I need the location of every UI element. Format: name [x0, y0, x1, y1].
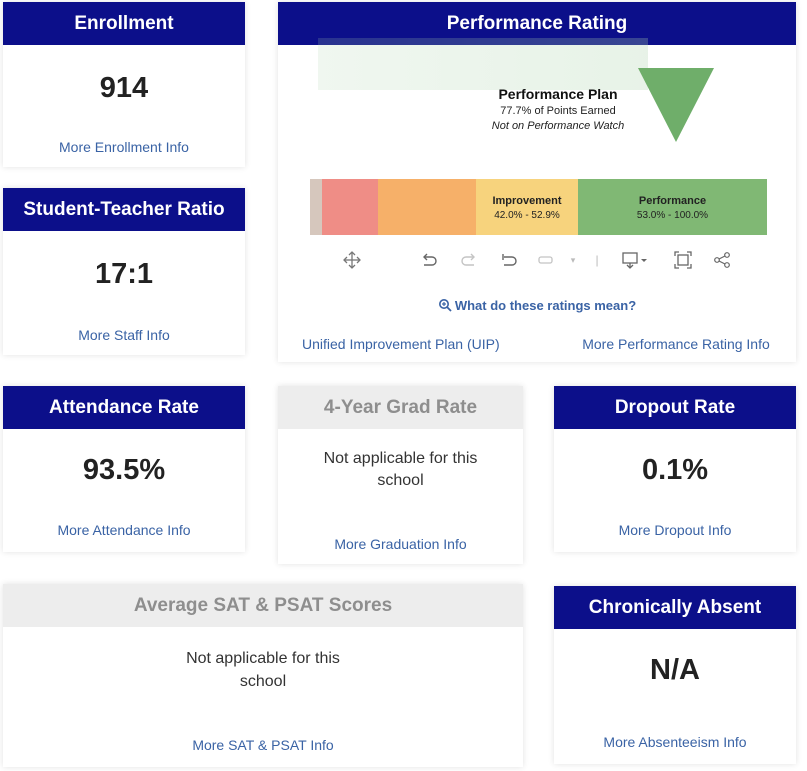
ratings-meaning-text: What do these ratings mean?	[454, 298, 637, 313]
performance-marker-icon	[638, 68, 714, 142]
sat-scores-header: Average SAT & PSAT Scores	[3, 584, 523, 627]
sat-scores-card: Average SAT & PSAT Scores Not applicable…	[3, 584, 523, 767]
move-icon[interactable]	[341, 249, 363, 271]
zoom-icon	[438, 298, 452, 315]
enrollment-card: Enrollment 914 More Enrollment Info	[3, 2, 245, 167]
undo-icon[interactable]	[418, 249, 440, 271]
more-performance-rating-info-link[interactable]: More Performance Rating Info	[582, 336, 770, 352]
grad-rate-header: 4-Year Grad Rate	[278, 386, 523, 429]
attendance-rate-value: 93.5%	[82, 454, 166, 486]
performance-range: 53.0% - 100.0%	[636, 210, 709, 221]
rating-segment-turnaround	[322, 179, 378, 235]
performance-rating-header: Performance Rating	[278, 2, 796, 45]
grad-rate-card: 4-Year Grad Rate Not applicable for this…	[278, 386, 523, 564]
improvement-range: 42.0% - 52.9%	[494, 210, 560, 221]
rating-segment-improvement: Improvement 42.0% - 52.9%	[476, 179, 578, 235]
attendance-rate-card: Attendance Rate 93.5% More Attendance In…	[3, 386, 245, 552]
performance-plan-banner	[318, 38, 648, 90]
performance-label: Performance	[638, 195, 707, 207]
sat-na-line1: Not applicable for this	[186, 650, 340, 667]
student-teacher-ratio-card: Student-Teacher Ratio 17:1 More Staff In…	[3, 188, 245, 355]
student-teacher-ratio-header: Student-Teacher Ratio	[3, 188, 245, 231]
more-enrollment-info-link[interactable]: More Enrollment Info	[59, 139, 189, 155]
performance-rating-card: Performance Rating Performance Plan 77.7…	[278, 2, 796, 362]
ratings-meaning-link[interactable]: What do these ratings mean?	[278, 298, 796, 315]
revert-icon[interactable]	[498, 249, 520, 271]
chronically-absent-value: N/A	[650, 654, 700, 686]
more-staff-info-link[interactable]: More Staff Info	[78, 327, 170, 343]
sat-na-line2: school	[239, 673, 287, 690]
performance-plan-title: Performance Plan	[498, 86, 618, 102]
dropout-rate-value: 0.1%	[641, 454, 709, 486]
performance-plan-points: 77.7% of Points Earned	[500, 105, 616, 117]
uip-link[interactable]: Unified Improvement Plan (UIP)	[302, 336, 500, 352]
performance-plan-watch: Not on Performance Watch	[491, 120, 625, 132]
improvement-label: Improvement	[492, 195, 562, 207]
pause-icon[interactable]	[535, 249, 557, 271]
redo-icon[interactable]	[458, 249, 480, 271]
rating-segment-turnaround-gray	[310, 179, 322, 235]
more-dropout-info-link[interactable]: More Dropout Info	[618, 522, 732, 538]
dropout-rate-header: Dropout Rate	[554, 386, 796, 429]
more-attendance-info-link[interactable]: More Attendance Info	[57, 522, 191, 538]
share-icon[interactable]	[711, 249, 733, 271]
chronically-absent-header: Chronically Absent	[554, 586, 796, 629]
more-sat-psat-info-link[interactable]: More SAT & PSAT Info	[192, 737, 334, 753]
dropdown-icon[interactable]: ▾	[570, 254, 576, 265]
dropout-rate-card: Dropout Rate 0.1% More Dropout Info	[554, 386, 796, 552]
download-icon[interactable]	[621, 249, 651, 271]
student-teacher-ratio-value: 17:1	[94, 258, 154, 290]
chronically-absent-card: Chronically Absent N/A More Absenteeism …	[554, 586, 796, 764]
separator-icon: |	[595, 253, 599, 267]
grad-rate-na-line2: school	[377, 472, 424, 489]
grad-rate-na-line1: Not applicable for this	[323, 450, 478, 467]
more-absenteeism-info-link[interactable]: More Absenteeism Info	[603, 734, 747, 750]
enrollment-header: Enrollment	[3, 2, 245, 45]
rating-segment-priority-improvement	[378, 179, 476, 235]
enrollment-value: 914	[99, 72, 149, 104]
attendance-rate-header: Attendance Rate	[3, 386, 245, 429]
rating-segment-performance: Performance 53.0% - 100.0%	[578, 179, 767, 235]
more-graduation-info-link[interactable]: More Graduation Info	[334, 536, 467, 552]
fullscreen-icon[interactable]	[672, 249, 694, 271]
